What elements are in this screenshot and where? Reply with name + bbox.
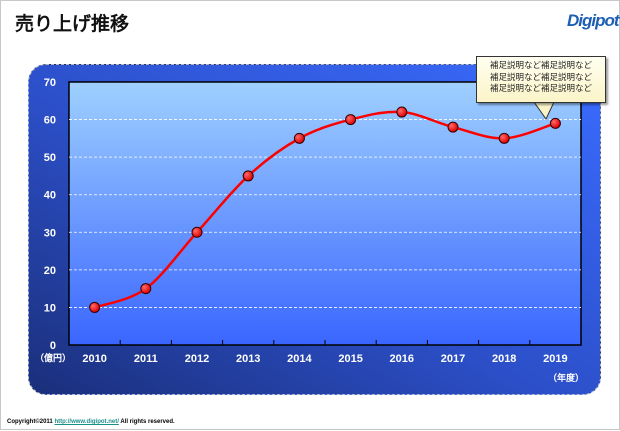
callout-line: 補足説明など補足説明など (489, 84, 592, 94)
plot-area (68, 81, 582, 346)
callout-note: 補足説明など補足説明など 補足説明など補足説明など 補足説明など補足説明など (476, 56, 606, 103)
x-tick-label: 2014 (287, 353, 312, 365)
series-line (94, 110, 556, 309)
page-title: 売り上げ推移 (15, 13, 130, 35)
copyright-prefix: Copyright©2011 (7, 419, 55, 425)
y-axis-label: （億円） (35, 352, 71, 364)
data-point (549, 117, 561, 129)
y-tick-label: 30 (44, 227, 56, 239)
x-tick-label: 2013 (236, 353, 260, 365)
y-tick-label: 40 (44, 190, 56, 202)
data-point (498, 132, 510, 144)
data-point (89, 301, 101, 313)
x-tick-label: 2019 (543, 353, 567, 365)
x-tick-label: 2015 (338, 353, 362, 365)
callout-line: 補足説明など補足説明など (489, 72, 592, 83)
y-tick-label: 20 (44, 265, 56, 277)
data-point (191, 226, 203, 238)
x-tick-label: 2011 (134, 353, 158, 365)
x-tick-label: 2016 (390, 353, 414, 365)
y-tick-label: 60 (44, 115, 56, 127)
copyright-suffix: All rights reserved. (118, 419, 175, 425)
callout-line: 補足説明など補足説明など (489, 61, 592, 71)
x-axis-label: （年度） (548, 372, 584, 384)
data-point (293, 132, 305, 144)
data-point (345, 114, 357, 126)
y-tick-label: 70 (44, 77, 56, 89)
y-tick-label: 10 (44, 302, 56, 314)
data-point (140, 283, 152, 295)
copyright: Copyright©2011 http://www.digipot.net/ A… (7, 419, 175, 425)
x-tick-label: 2018 (492, 353, 516, 365)
data-point (447, 121, 459, 133)
y-tick-label: 50 (44, 152, 56, 164)
data-point (396, 106, 408, 118)
digipot-logo: Digipot (567, 11, 620, 30)
x-tick-label: 2010 (82, 353, 106, 365)
y-tick-label: 0 (50, 340, 56, 352)
data-point (242, 170, 254, 182)
x-tick-label: 2012 (185, 353, 209, 365)
website-link[interactable]: http://www.digipot.net/ (54, 419, 119, 425)
x-tick-label: 2017 (441, 353, 465, 365)
